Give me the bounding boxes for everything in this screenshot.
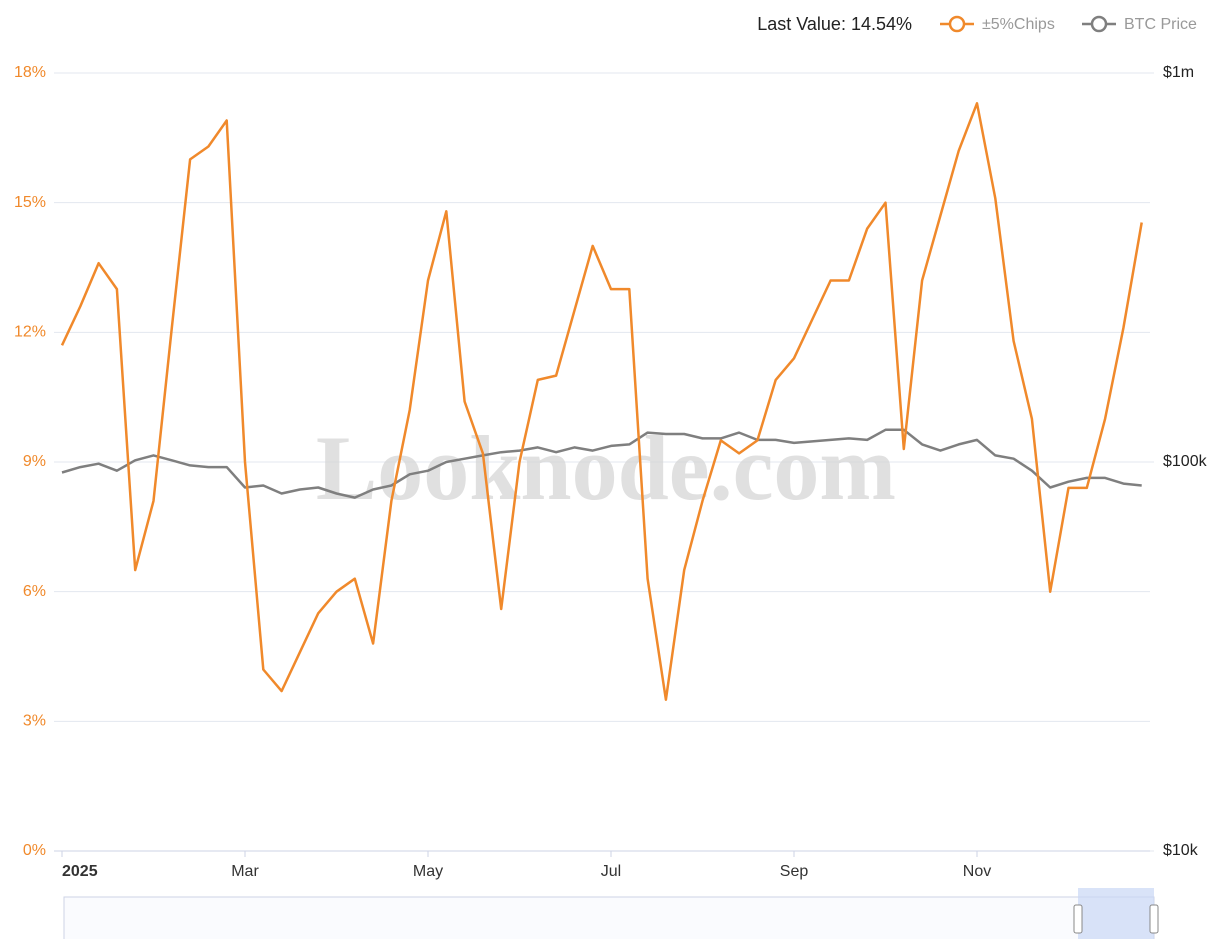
y-tick-label: 0%	[23, 842, 46, 859]
navigator-window[interactable]	[1078, 888, 1154, 939]
y2-tick-label: $1m	[1163, 64, 1194, 81]
y-tick-label: 12%	[14, 324, 46, 341]
x-tick-label: May	[413, 863, 443, 880]
y2-tick-label: $100k	[1163, 453, 1208, 470]
last-value: Last Value: 14.54%	[757, 14, 912, 34]
watermark: Looknode.com	[316, 417, 896, 519]
navigator-handle[interactable]	[1073, 904, 1083, 934]
series-line	[60, 102, 1143, 701]
series-line	[61, 428, 1142, 499]
x-tick-label: Jul	[601, 863, 621, 880]
y-tick-label: 15%	[14, 194, 46, 211]
navigator-handle[interactable]	[1149, 904, 1159, 934]
x-tick-label: Sep	[780, 863, 809, 880]
y-tick-label: 9%	[23, 453, 46, 470]
y-tick-label: 3%	[23, 713, 46, 730]
y-tick-label: 6%	[23, 583, 46, 600]
navigator[interactable]	[63, 888, 1159, 939]
y-tick-label: 18%	[14, 64, 46, 81]
legend-label: BTC Price	[1124, 16, 1197, 33]
legend-marker	[1090, 15, 1108, 33]
navigator-frame	[63, 896, 1155, 939]
y2-tick-label: $10k	[1163, 842, 1199, 859]
legend-label: ±5%Chips	[982, 16, 1055, 33]
x-tick-label: Nov	[963, 863, 991, 880]
legend-marker	[948, 15, 966, 33]
x-tick-label: 2025	[62, 863, 98, 880]
x-tick-label: Mar	[231, 863, 259, 880]
